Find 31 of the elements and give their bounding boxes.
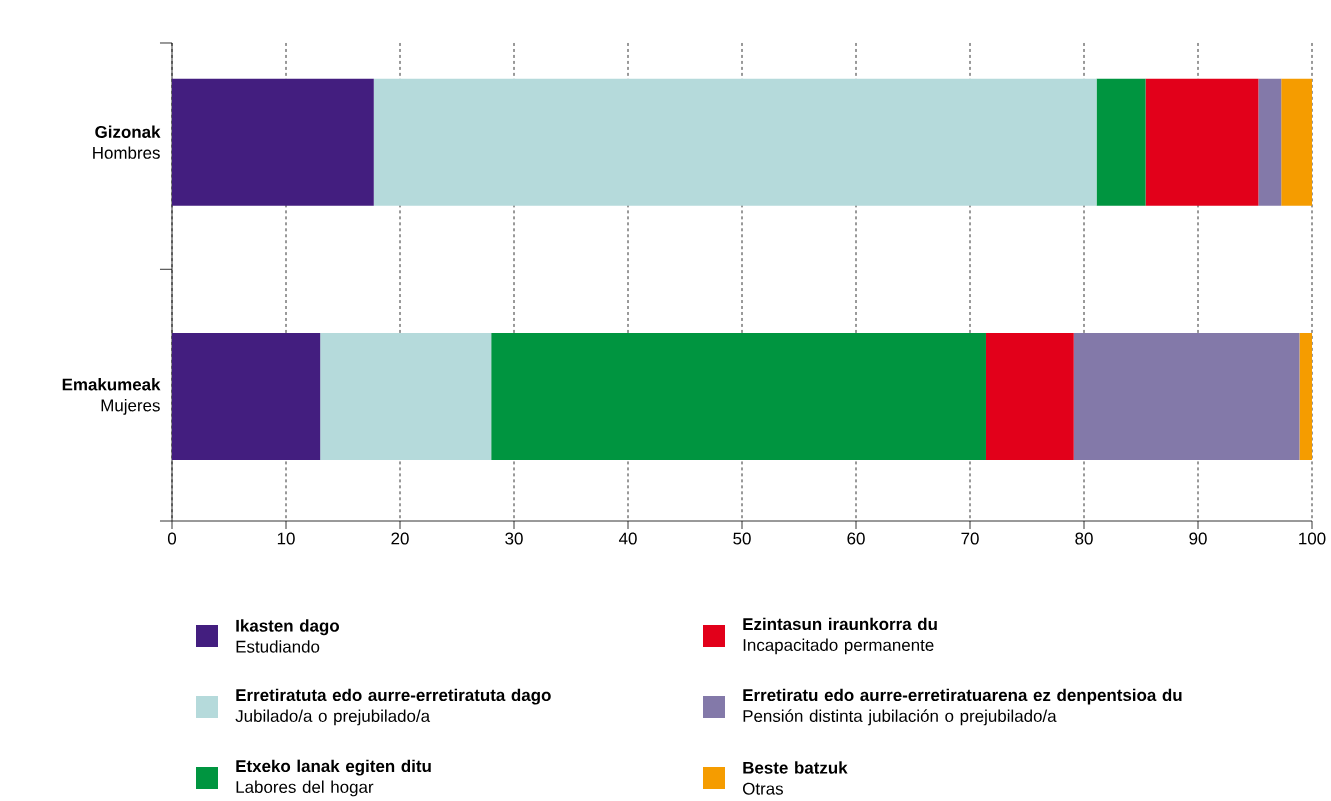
x-tick-label: 0	[167, 532, 177, 545]
x-tick-label: 10	[277, 532, 295, 545]
bar	[1299, 332, 1313, 460]
x-tick-label: 40	[618, 532, 637, 545]
bar	[172, 78, 374, 206]
x-tick-label: 100	[1299, 532, 1326, 545]
x-tick-label: 20	[391, 532, 409, 545]
legend-label: Beste batzuk Otras	[743, 761, 848, 795]
bar	[1281, 78, 1313, 206]
x-tick-label: 70	[961, 532, 979, 545]
legend-label: Erretiratuta edo aurre-erretiratuta dago Jubilado/a o prejubilado/a	[235, 688, 551, 726]
bar	[373, 78, 1097, 206]
legend-label: Ezintasun iraunkorra du Incapacitado permanente	[743, 617, 937, 655]
bar	[1145, 78, 1259, 206]
legend-label: Erretiratu edo aurre-erretiratuarena ez denpentsioa du Pensión distinta jubilación o prejubilado/a	[743, 688, 1182, 726]
bar	[172, 332, 321, 460]
y-tick-label: Gizonak Hombres	[93, 125, 161, 159]
legend-label: Ikasten dago Estudiando	[236, 619, 339, 653]
bar	[1073, 332, 1300, 460]
x-tick-label: 30	[505, 532, 523, 545]
legend-label: Etxeko lanak egiten ditu Labores del hogar	[236, 759, 431, 797]
bar	[985, 332, 1074, 460]
x-tick-label: 60	[847, 532, 865, 545]
bar	[320, 332, 492, 460]
bar	[491, 332, 986, 460]
x-tick-label: 50	[733, 532, 751, 545]
x-tick-label: 80	[1075, 532, 1093, 545]
bar	[1096, 78, 1146, 206]
bar	[1258, 78, 1282, 206]
y-tick-label: Emakumeak Mujeres	[62, 378, 161, 415]
x-tick-label: 90	[1189, 532, 1207, 545]
